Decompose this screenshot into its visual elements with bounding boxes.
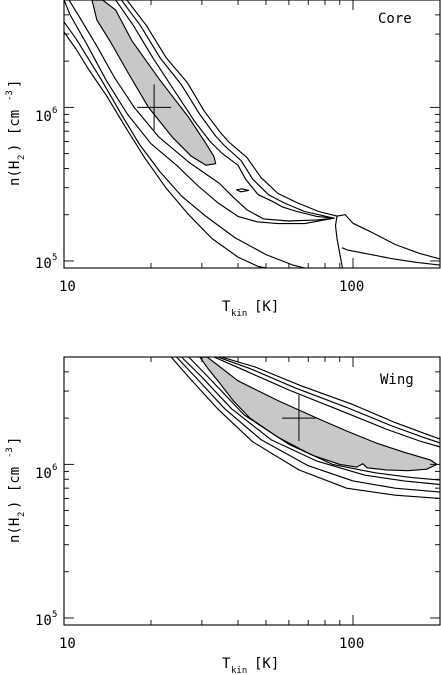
contour-c2 <box>181 357 440 486</box>
contour-c1 <box>188 357 440 481</box>
best-fit-marker-core <box>137 84 172 131</box>
x-tick-label-100: 100 <box>339 636 364 652</box>
svg-text:[K]: [K] <box>254 656 279 672</box>
contour-c4-outer <box>64 31 267 268</box>
contour-island <box>235 188 250 193</box>
contour-c3 <box>176 357 440 493</box>
svg-text:6: 6 <box>52 463 57 473</box>
svg-text:n(H: n(H <box>7 161 23 186</box>
panel-wing: Wing 10 100 10 5 10 6 T kin [K] n(H 2 ) … <box>5 356 441 675</box>
y-tick-label-1e5: 10 5 <box>35 610 57 629</box>
contour-c3-upper <box>221 357 440 440</box>
contour-c3-outer <box>126 0 440 260</box>
svg-text:10: 10 <box>35 256 52 272</box>
x-tick-label-10: 10 <box>59 279 76 295</box>
y-tick-label-1e6: 10 6 <box>35 106 57 125</box>
contour-best <box>91 0 217 166</box>
x-axis-label-wing: T kin [K] <box>222 656 279 675</box>
svg-text:T: T <box>222 656 231 672</box>
svg-text:kin: kin <box>231 666 247 675</box>
plot-frame-core <box>63 0 441 269</box>
y-axis-label-core: n(H 2 ) [cm -3 ] <box>5 80 27 186</box>
svg-text:10: 10 <box>35 613 52 629</box>
y-tick-label-1e5: 10 5 <box>35 253 57 272</box>
contour-layer-wing <box>170 357 440 499</box>
svg-text:2: 2 <box>17 512 27 517</box>
contour-c1-upper <box>213 357 440 448</box>
contour-c3-tail2 <box>341 247 440 266</box>
svg-text:10: 10 <box>35 466 52 482</box>
panel-label-core: Core <box>378 11 412 27</box>
contour-best <box>199 357 438 472</box>
svg-text:) [cm: ) [cm <box>7 110 23 152</box>
contour-c2-upper <box>217 357 440 444</box>
y-tick-label-1e6: 10 6 <box>35 463 57 482</box>
contour-c3-tail <box>334 216 344 268</box>
svg-text:10: 10 <box>35 109 52 125</box>
svg-text:T: T <box>222 299 231 315</box>
x-tick-label-10: 10 <box>59 636 76 652</box>
plot-frame-wing <box>63 356 441 626</box>
x-tick-label-100: 100 <box>339 279 364 295</box>
svg-text:-3: -3 <box>5 90 15 101</box>
contour-layer-core <box>64 0 440 268</box>
contour-c3-inner <box>64 21 305 268</box>
contour-c4 <box>170 357 440 499</box>
panel-label-wing: Wing <box>380 372 414 388</box>
y-axis-label-wing: n(H 2 ) [cm -3 ] <box>5 437 27 543</box>
svg-text:6: 6 <box>52 106 57 116</box>
panel-core: Core 10 100 10 5 10 6 T kin [K] n(H 2 ) … <box>5 0 441 319</box>
best-fit-marker-wing <box>281 395 316 442</box>
svg-text:n(H: n(H <box>7 518 23 543</box>
x-axis-label-core: T kin [K] <box>222 299 279 319</box>
svg-text:]: ] <box>7 80 23 88</box>
svg-text:) [cm: ) [cm <box>7 467 23 509</box>
svg-text:5: 5 <box>52 610 57 620</box>
svg-text:[K]: [K] <box>254 299 279 315</box>
svg-text:2: 2 <box>17 155 27 160</box>
contour-c2-outer <box>64 0 335 225</box>
ticks-wing <box>63 356 441 626</box>
svg-text:kin: kin <box>231 309 247 319</box>
svg-text:5: 5 <box>52 253 57 263</box>
svg-text:]: ] <box>7 437 23 445</box>
svg-text:-3: -3 <box>5 447 15 458</box>
